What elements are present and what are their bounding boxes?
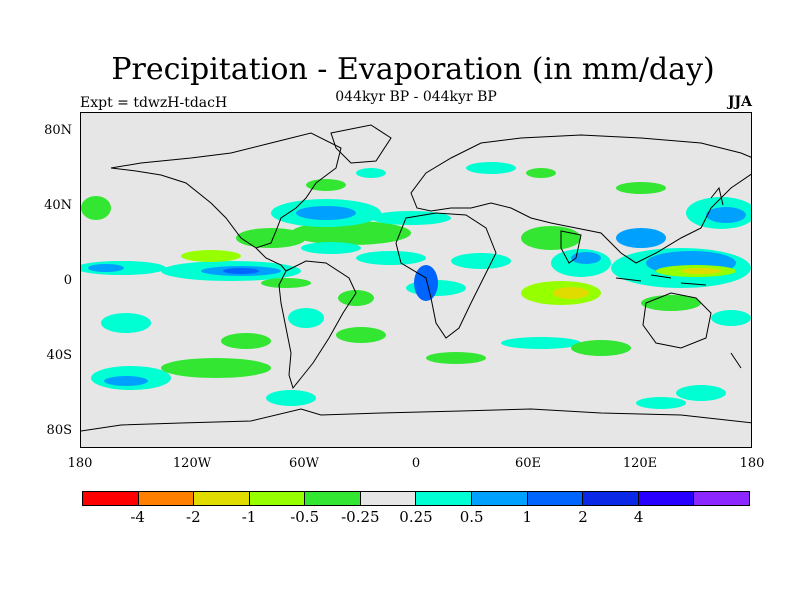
lon-label-0: 0: [411, 456, 421, 471]
colorbar-swatch: [360, 492, 417, 505]
coastline-north-america: [110, 132, 342, 249]
coastline-central-america: [255, 247, 287, 272]
colorbar-label: 0.25: [399, 508, 433, 526]
field-patch: [501, 337, 581, 349]
colorbar-label: -2: [186, 508, 201, 526]
field-patch: [301, 242, 361, 254]
colorbar-swatch: [138, 492, 195, 505]
colorbar-swatch: [638, 492, 695, 505]
lat-label-40n: 40N: [44, 198, 72, 213]
colorbar-swatch: [249, 492, 306, 505]
colorbar-swatch: [194, 492, 250, 505]
colorbar-swatch: [694, 492, 749, 505]
coastline-japan: [710, 186, 724, 206]
field-patch: [414, 265, 438, 301]
field-patch: [711, 310, 751, 326]
lon-label-180w: 180: [67, 456, 93, 471]
coastlines: [81, 124, 751, 432]
coastline-eurasia: [410, 134, 751, 264]
colorbar-label: -4: [130, 508, 145, 526]
lon-label-60e: 60E: [514, 456, 542, 471]
lon-label-120w: 120W: [172, 456, 212, 471]
field-patch: [521, 226, 581, 250]
colorbar-label: 2: [578, 508, 588, 526]
field-patch: [338, 290, 374, 306]
field-patch: [306, 179, 346, 191]
colorbar-swatch: [83, 492, 139, 505]
coastline-india: [560, 230, 582, 264]
colorbar-label: -0.5: [290, 508, 320, 526]
field-patch: [706, 207, 746, 223]
field-patch: [676, 385, 726, 401]
chart-title: Precipitation - Evaporation (in mm/day): [111, 52, 715, 87]
lon-label-180e: 180: [739, 456, 765, 471]
colorbar-label: -1: [241, 508, 257, 526]
field-patch: [266, 390, 316, 406]
lat-label-80s: 80S: [46, 423, 72, 438]
field-patch: [681, 268, 721, 274]
coastline-greenland: [330, 124, 392, 164]
colorbar-label: 4: [633, 508, 644, 526]
field-patch: [451, 253, 511, 269]
lon-label-120e: 120E: [622, 456, 658, 471]
chart-subtitle: 044kyr BP - 044kyr BP: [335, 89, 497, 105]
field-patch: [236, 228, 306, 248]
coastline-antarctica: [81, 408, 751, 432]
field-patch: [221, 333, 271, 349]
colorbar-swatch: [305, 492, 361, 505]
field-patch: [336, 327, 386, 343]
field-patch: [553, 287, 589, 299]
field-patch: [104, 376, 148, 386]
colorbar-swatch: [527, 492, 584, 505]
field-patch: [161, 358, 271, 378]
colorbar: [82, 491, 750, 506]
field-patch: [571, 340, 631, 356]
experiment-label: Expt = tdwzH-tdacH: [80, 95, 228, 111]
field-patch: [571, 252, 601, 264]
field-patch: [466, 162, 516, 174]
coastline-africa: [395, 212, 497, 339]
field-patch: [636, 397, 686, 409]
field-patch: [616, 182, 666, 194]
field-patch: [81, 196, 111, 220]
field-patch: [616, 228, 666, 248]
field-patch: [101, 313, 151, 333]
season-label: JJA: [727, 94, 752, 110]
colorbar-label: -0.25: [341, 508, 380, 526]
coastline-indonesia: [615, 274, 707, 286]
colorbar-label: 0.5: [459, 508, 484, 526]
colorbar-swatch: [416, 492, 473, 505]
coastline-south-america: [278, 260, 357, 390]
field-patch: [223, 268, 259, 274]
coastline-australia: [642, 292, 712, 349]
colorbar-swatch: [472, 492, 528, 505]
field-patch: [356, 168, 386, 178]
lat-label-40s: 40S: [46, 348, 72, 363]
map-svg: [81, 124, 751, 432]
field-patch: [371, 211, 451, 225]
field-patch: [526, 168, 556, 178]
field-patch: [356, 251, 426, 265]
field-patch: [291, 221, 411, 245]
field-patch: [181, 250, 241, 262]
field-patch: [288, 308, 324, 328]
colorbar-swatch: [583, 492, 639, 505]
map-panel: [80, 112, 752, 448]
field-patch: [426, 352, 486, 364]
colorbar-label: 1: [522, 508, 533, 526]
lat-label-80n: 80N: [44, 123, 72, 138]
lon-label-60w: 60W: [289, 456, 319, 471]
field-patch: [296, 206, 356, 220]
coastline-new-zealand: [730, 352, 742, 369]
lat-label-0: 0: [63, 273, 72, 288]
field-patches: [81, 162, 751, 409]
field-patch: [261, 278, 311, 288]
field-patch: [88, 264, 124, 272]
